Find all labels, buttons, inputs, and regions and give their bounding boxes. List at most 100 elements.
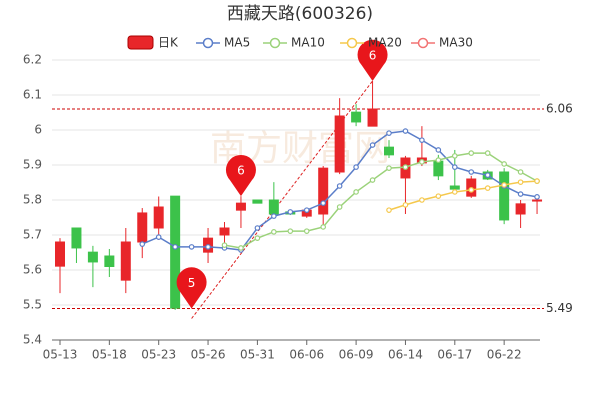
legend-label: MA20 [368, 36, 402, 50]
legend-label: MA5 [224, 36, 250, 50]
candle-body [104, 255, 115, 267]
legend-label: 日K [158, 36, 179, 50]
ma-point [468, 169, 475, 175]
candle-body [87, 251, 98, 263]
ma-point [419, 137, 425, 143]
ma-point [484, 150, 491, 156]
ma-point [501, 182, 507, 188]
ma-point [303, 228, 310, 234]
pin-marker [176, 267, 207, 309]
legend-label: MA30 [439, 36, 473, 50]
ma-point [172, 244, 178, 250]
ma-point [468, 187, 475, 193]
ma-point [534, 194, 540, 200]
ma-point [353, 189, 359, 195]
pin-label: 5 [188, 276, 196, 290]
ma-point [303, 207, 310, 213]
ma-point [451, 153, 458, 159]
candle-body [433, 160, 444, 177]
ma-point [468, 150, 475, 156]
candle-body [499, 171, 510, 221]
candle-body [367, 108, 378, 127]
ma-point [517, 169, 524, 175]
reference-label: 5.49 [546, 301, 573, 315]
y-tick-label: 6.2 [23, 53, 42, 67]
ma-point [369, 177, 376, 183]
pin-marker [225, 154, 256, 197]
y-tick-label: 5.7 [23, 228, 42, 242]
x-tick-label: 05-18 [92, 348, 127, 362]
legend-swatch [127, 35, 154, 50]
ma-point [451, 164, 458, 170]
ma-point [205, 244, 211, 250]
y-tick-label: 6 [34, 123, 42, 137]
ma-point [353, 164, 359, 170]
y-tick-label: 5.5 [23, 298, 42, 312]
pin-label: 6 [369, 49, 377, 63]
ma-point [402, 128, 409, 134]
ma-point [402, 164, 409, 170]
candle-body [120, 241, 131, 281]
legend-dot [202, 37, 214, 49]
legend-dot [417, 37, 429, 49]
candle-body [351, 111, 362, 123]
legend-label: MA10 [291, 36, 325, 50]
candle-body [170, 195, 181, 309]
candle-body [137, 212, 148, 243]
ma-point [451, 189, 458, 195]
ma-point [155, 234, 162, 240]
ma-point [369, 142, 376, 148]
x-tick-label: 06-22 [487, 348, 522, 362]
ma-point [254, 225, 261, 231]
ma-point [188, 244, 195, 250]
y-tick-label: 5.9 [23, 158, 42, 172]
y-tick-label: 5.4 [23, 333, 42, 347]
candle-body [532, 199, 543, 202]
candle-body [318, 167, 329, 215]
ma-point [435, 147, 442, 153]
pin-label: 6 [237, 164, 245, 178]
x-tick-label: 05-13 [43, 348, 78, 362]
ma-point [139, 241, 146, 247]
ma-point [336, 183, 343, 189]
ma-point [501, 161, 507, 167]
ma-point [517, 191, 524, 197]
ma-point [221, 242, 228, 248]
legend-dot [346, 37, 358, 49]
candle-body [268, 199, 279, 215]
candle-body [515, 203, 526, 215]
x-tick-label: 05-31 [240, 348, 275, 362]
ma-point [336, 204, 343, 210]
ma-point [484, 172, 491, 178]
ma-point [287, 209, 294, 215]
candle-body [55, 241, 65, 267]
pin-marker [357, 39, 388, 81]
ma-point [386, 207, 392, 213]
ma-point [435, 157, 442, 163]
ma-point [517, 179, 524, 185]
y-tick-label: 6.1 [23, 88, 42, 102]
ma-point [435, 193, 442, 199]
ma-point [534, 178, 540, 184]
ma-point [238, 245, 244, 251]
x-tick-label: 05-26 [191, 348, 226, 362]
ma-point [386, 165, 392, 171]
chart-title: 西藏天路(600326) [227, 4, 373, 24]
candle-body [252, 199, 263, 204]
legend-dot [269, 37, 281, 49]
x-tick-label: 06-06 [289, 348, 324, 362]
ma-point [320, 224, 327, 230]
ma-point [271, 229, 277, 235]
reference-label: 6.06 [546, 102, 573, 116]
ma-point [419, 197, 425, 203]
x-tick-label: 05-23 [141, 348, 176, 362]
x-tick-label: 06-09 [339, 348, 374, 362]
candle-body [219, 227, 230, 236]
candle-body [384, 146, 394, 156]
ma-line [388, 180, 538, 211]
ma-point [419, 159, 425, 165]
candle-body [334, 115, 345, 173]
y-tick-label: 5.8 [23, 193, 42, 207]
x-tick-label: 06-17 [437, 348, 472, 362]
